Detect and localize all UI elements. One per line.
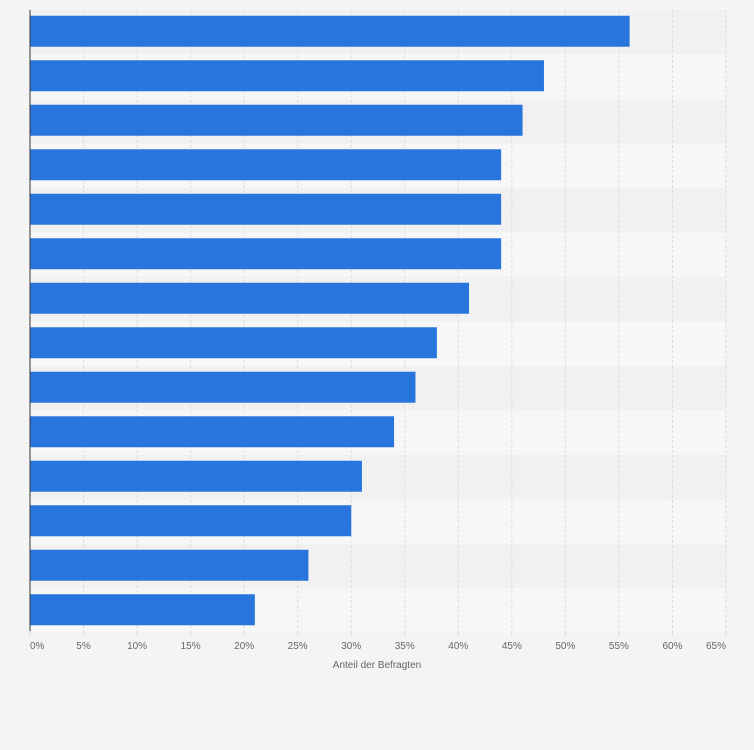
x-tick-label: 30% — [341, 641, 361, 652]
x-tick-label: 20% — [234, 641, 254, 652]
bar[interactable] — [30, 594, 255, 626]
bar[interactable] — [30, 60, 544, 92]
x-tick-label: 50% — [555, 641, 575, 652]
bar[interactable] — [30, 549, 309, 581]
bar[interactable] — [30, 104, 523, 136]
x-tick-label: 65% — [706, 641, 726, 652]
bar[interactable] — [30, 505, 352, 537]
bar[interactable] — [30, 460, 362, 492]
row-bands — [30, 10, 726, 633]
bar[interactable] — [30, 282, 470, 314]
x-tick-label: 10% — [127, 641, 147, 652]
bar[interactable] — [30, 15, 630, 47]
x-tick-label: 0% — [30, 641, 45, 652]
x-tick-label: 40% — [448, 641, 468, 652]
bar[interactable] — [30, 371, 416, 403]
x-tick-label: 15% — [181, 641, 201, 652]
x-axis-ticks: 0% 5% 10% 15% 20% 25% 30% 35% 40% 45% 50% 55% 60% 65% — [29, 631, 727, 652]
x-tick-label: 60% — [662, 641, 682, 652]
bar[interactable] — [30, 327, 437, 359]
bar[interactable] — [30, 149, 502, 181]
bar[interactable] — [30, 416, 395, 448]
x-tick-label: 55% — [609, 641, 629, 652]
bar[interactable] — [30, 193, 502, 225]
x-axis-title: Anteil der Befragten — [333, 660, 421, 671]
bars — [30, 15, 630, 626]
x-tick-label: 5% — [76, 641, 91, 652]
bar[interactable] — [30, 238, 502, 270]
x-tick-label: 35% — [395, 641, 415, 652]
x-tick-label: 45% — [502, 641, 522, 652]
x-tick-label: 25% — [288, 641, 308, 652]
